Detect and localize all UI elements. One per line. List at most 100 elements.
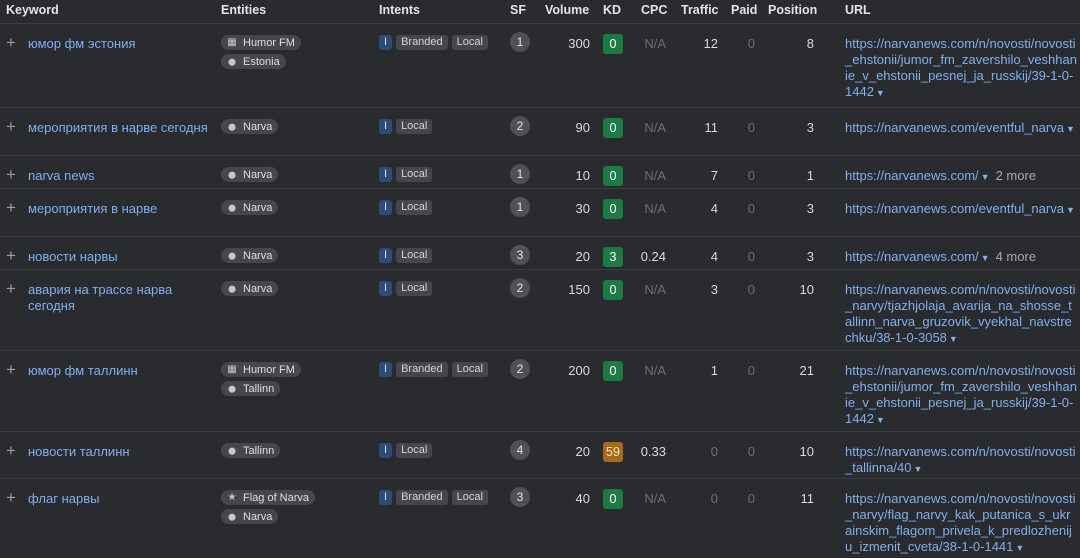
keyword-link[interactable]: новости таллинн xyxy=(28,444,130,459)
keyword-link[interactable]: авария на трассе нарва сегодня xyxy=(28,282,173,313)
serp-features-badge[interactable]: 3 xyxy=(510,245,530,265)
ranking-url-link[interactable]: https://narvanews.com/ xyxy=(845,249,979,264)
intents-cell: I Local xyxy=(379,248,433,263)
chevron-down-icon[interactable]: ▼ xyxy=(1065,205,1075,215)
entity-label: Narva xyxy=(243,249,273,262)
header-entities: Entities xyxy=(221,3,267,17)
keyword-link[interactable]: юмор фм таллинн xyxy=(28,363,138,378)
serp-features-badge[interactable]: 1 xyxy=(510,164,530,184)
chevron-down-icon[interactable]: ▼ xyxy=(980,253,990,263)
add-to-list-icon[interactable]: + xyxy=(6,117,16,136)
location-pin-icon: ⬤ xyxy=(228,171,236,179)
add-to-list-icon[interactable]: + xyxy=(6,246,16,265)
keyword-link[interactable]: narva news xyxy=(28,168,95,183)
serp-features-badge[interactable]: 3 xyxy=(510,487,530,507)
keyword-link[interactable]: мероприятия в нарве сегодня xyxy=(28,120,208,135)
cpc-value: N/A xyxy=(644,201,666,216)
intent-badge: I xyxy=(379,362,393,377)
chevron-down-icon[interactable]: ▼ xyxy=(875,88,885,98)
serp-features-badge[interactable]: 2 xyxy=(510,278,530,298)
ranking-url-link[interactable]: https://narvanews.com/n/novosti/novosti_… xyxy=(845,444,1076,475)
entity-chip[interactable]: ⬤ Estonia xyxy=(221,54,286,69)
entity-chip[interactable]: ★ Flag of Narva xyxy=(221,490,316,505)
chevron-down-icon[interactable]: ▼ xyxy=(948,334,958,344)
paid-value: 0 xyxy=(747,282,755,297)
serp-features-badge[interactable]: 1 xyxy=(510,197,530,217)
entity-chip[interactable]: ⬤ Narva xyxy=(221,200,279,215)
table-row: + новости нарвы ⬤ Narva I Local 3 20 3 0.24 4 0 3… xyxy=(0,236,1080,270)
entity-label: Tallinn xyxy=(243,444,275,457)
chevron-down-icon[interactable]: ▼ xyxy=(1065,124,1075,134)
kd-badge: 0 xyxy=(603,199,623,219)
position-value: 1 xyxy=(806,168,814,183)
serp-features-badge[interactable]: 2 xyxy=(510,359,530,379)
add-to-list-icon[interactable]: + xyxy=(6,198,16,217)
table-row: + мероприятия в нарве ⬤ Narva I Local 1 30 0 N… xyxy=(0,188,1080,237)
url-cell: https://narvanews.com/eventful_narva ▼ xyxy=(845,120,1077,137)
ranking-url-link[interactable]: https://narvanews.com/eventful_narva xyxy=(845,120,1064,135)
header-volume[interactable]: Volume xyxy=(545,3,590,17)
serp-features-badge[interactable]: 2 xyxy=(510,116,530,136)
traffic-value: 1 xyxy=(710,363,718,378)
entity-chip[interactable]: ⬤ Narva xyxy=(221,248,279,263)
intents-cell: I Branded Local xyxy=(379,490,488,505)
header-paid[interactable]: Paid xyxy=(731,3,758,17)
keyword-link[interactable]: юмор фм эстония xyxy=(28,36,136,51)
paid-value: 0 xyxy=(747,491,755,506)
more-urls-button[interactable]: 4 more xyxy=(996,249,1036,264)
table-header: Keyword Entities Intents SF Volume KD CP… xyxy=(0,0,1080,22)
paid-value: 0 xyxy=(747,201,755,216)
add-to-list-icon[interactable]: + xyxy=(6,279,16,298)
ranking-url-link[interactable]: https://narvanews.com/n/novosti/novosti_… xyxy=(845,36,1077,99)
location-pin-icon: ⬤ xyxy=(228,513,236,521)
kd-badge: 3 xyxy=(603,247,623,267)
header-cpc[interactable]: CPC xyxy=(641,3,668,17)
chevron-down-icon[interactable]: ▼ xyxy=(913,464,923,474)
header-keyword[interactable]: Keyword xyxy=(6,3,59,17)
position-value: 10 xyxy=(799,282,814,297)
location-pin-icon: ⬤ xyxy=(228,58,236,66)
add-to-list-icon[interactable]: + xyxy=(6,488,16,507)
header-kd[interactable]: KD xyxy=(603,3,622,17)
intent-chip: Local xyxy=(396,167,433,182)
url-cell: https://narvanews.com/eventful_narva ▼ xyxy=(845,201,1077,218)
add-to-list-icon[interactable]: + xyxy=(6,165,16,184)
add-to-list-icon[interactable]: + xyxy=(6,360,16,379)
entity-chip[interactable]: ⬤ Tallinn xyxy=(221,443,281,458)
paid-value: 0 xyxy=(747,120,755,135)
entity-chip[interactable]: ⬤ Narva xyxy=(221,119,279,134)
chevron-down-icon[interactable]: ▼ xyxy=(980,172,990,182)
intents-cell: I Branded Local xyxy=(379,362,488,377)
entities-cell: ⬤ Narva xyxy=(221,248,371,267)
ranking-url-link[interactable]: https://narvanews.com/ xyxy=(845,168,979,183)
intents-cell: I Local xyxy=(379,167,433,182)
location-pin-icon: ⬤ xyxy=(228,285,236,293)
entity-chip[interactable]: ▦ Humor FM xyxy=(221,35,301,50)
entity-chip[interactable]: ⬤ Narva xyxy=(221,509,279,524)
chevron-down-icon[interactable]: ▼ xyxy=(875,415,885,425)
entity-chip[interactable]: ▦ Humor FM xyxy=(221,362,301,377)
serp-features-badge[interactable]: 1 xyxy=(510,32,530,52)
serp-features-badge[interactable]: 4 xyxy=(510,440,530,460)
add-to-list-icon[interactable]: + xyxy=(6,33,16,52)
more-urls-button[interactable]: 2 more xyxy=(996,168,1036,183)
entity-chip[interactable]: ⬤ Tallinn xyxy=(221,381,281,396)
entity-chip[interactable]: ⬤ Narva xyxy=(221,167,279,182)
paid-value: 0 xyxy=(747,36,755,51)
entity-chip[interactable]: ⬤ Narva xyxy=(221,281,279,296)
keyword-link[interactable]: флаг нарвы xyxy=(28,491,100,506)
ranking-url-link[interactable]: https://narvanews.com/n/novosti/novosti_… xyxy=(845,363,1077,426)
header-position[interactable]: Position xyxy=(768,3,818,17)
ranking-url-link[interactable]: https://narvanews.com/n/novosti/novosti_… xyxy=(845,282,1076,345)
table-row: + авария на трассе нарва сегодня ⬤ Narva … xyxy=(0,269,1080,351)
keyword-link[interactable]: новости нарвы xyxy=(28,249,118,264)
ranking-url-link[interactable]: https://narvanews.com/eventful_narva xyxy=(845,201,1064,216)
intent-badge: I xyxy=(379,443,393,458)
add-to-list-icon[interactable]: + xyxy=(6,441,16,460)
ranking-url-link[interactable]: https://narvanews.com/n/novosti/novosti_… xyxy=(845,491,1076,554)
header-sf[interactable]: SF xyxy=(510,3,526,17)
keyword-link[interactable]: мероприятия в нарве xyxy=(28,201,158,216)
header-traffic[interactable]: Traffic xyxy=(681,3,719,17)
chevron-down-icon[interactable]: ▼ xyxy=(1015,543,1025,553)
